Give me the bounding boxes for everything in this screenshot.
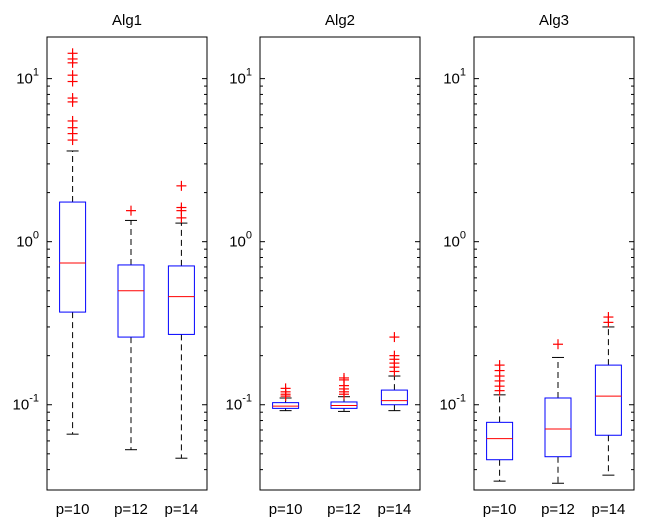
y-tick-label: 10-1 xyxy=(13,393,39,414)
panel-title: Alg3 xyxy=(539,12,569,29)
box xyxy=(594,364,622,436)
category-label: p=10 xyxy=(483,501,517,518)
y-tick-exponent: 0 xyxy=(246,230,252,242)
y-tick-exponent: -1 xyxy=(29,393,39,405)
outlier-marker xyxy=(176,202,187,213)
box-group xyxy=(486,360,514,482)
outlier-marker xyxy=(67,115,78,126)
y-tick-label: 100 xyxy=(229,230,252,251)
box-group xyxy=(330,372,358,412)
y-tick-exponent: 0 xyxy=(33,230,39,242)
category-label: p=14 xyxy=(592,501,626,518)
box-group xyxy=(594,312,622,476)
y-tick-base: 10 xyxy=(440,397,457,414)
axes-frame xyxy=(473,36,635,491)
box xyxy=(380,389,408,406)
category-label: p=14 xyxy=(165,501,199,518)
y-tick-exponent: 1 xyxy=(33,67,39,79)
axes-frame xyxy=(46,36,208,491)
y-tick-label: 101 xyxy=(443,67,466,88)
y-tick-base: 10 xyxy=(16,71,33,88)
category-label: p=10 xyxy=(56,501,90,518)
outlier-marker xyxy=(126,205,136,216)
box xyxy=(117,264,145,338)
y-tick-base: 10 xyxy=(443,234,460,251)
box-group xyxy=(380,332,408,412)
box xyxy=(272,402,300,409)
outlier-marker xyxy=(67,70,78,81)
outlier-marker xyxy=(553,339,563,350)
panel-title: Alg1 xyxy=(112,12,142,29)
y-tick-label: 10-1 xyxy=(226,393,252,414)
y-tick-label: 101 xyxy=(16,67,39,88)
outlier-marker xyxy=(176,180,187,191)
outlier-marker xyxy=(389,332,400,343)
box xyxy=(59,201,87,313)
outlier-marker xyxy=(339,372,349,383)
y-tick-base: 10 xyxy=(13,397,30,414)
y-tick-label: 10-1 xyxy=(440,393,466,414)
y-tick-exponent: 1 xyxy=(246,67,252,79)
category-label: p=14 xyxy=(378,501,412,518)
box xyxy=(486,421,514,461)
box-group xyxy=(272,383,300,412)
y-tick-exponent: -1 xyxy=(242,393,252,405)
outlier-marker xyxy=(67,48,78,59)
axes-frame xyxy=(259,36,421,491)
y-tick-label: 100 xyxy=(443,230,466,251)
box-group xyxy=(544,339,572,484)
category-label: p=12 xyxy=(327,501,361,518)
y-tick-exponent: 1 xyxy=(460,67,466,79)
y-tick-exponent: 0 xyxy=(460,230,466,242)
category-label: p=12 xyxy=(541,501,575,518)
y-tick-label: 101 xyxy=(229,67,252,88)
box-group xyxy=(167,180,195,459)
box-group xyxy=(117,205,145,451)
outlier-marker xyxy=(389,350,400,361)
box xyxy=(167,265,195,335)
y-tick-base: 10 xyxy=(16,234,33,251)
y-tick-exponent: -1 xyxy=(456,393,466,405)
category-label: p=10 xyxy=(269,501,303,518)
box xyxy=(544,397,572,458)
outlier-marker xyxy=(494,360,505,371)
box-group xyxy=(59,48,87,435)
category-label: p=12 xyxy=(114,501,148,518)
y-tick-base: 10 xyxy=(226,397,243,414)
y-tick-base: 10 xyxy=(229,234,246,251)
y-tick-base: 10 xyxy=(443,71,460,88)
outlier-marker xyxy=(67,93,78,104)
y-tick-base: 10 xyxy=(229,71,246,88)
y-tick-label: 100 xyxy=(16,230,39,251)
outlier-marker xyxy=(603,312,614,323)
panel-title: Alg2 xyxy=(325,12,355,29)
outlier-marker xyxy=(280,383,291,394)
